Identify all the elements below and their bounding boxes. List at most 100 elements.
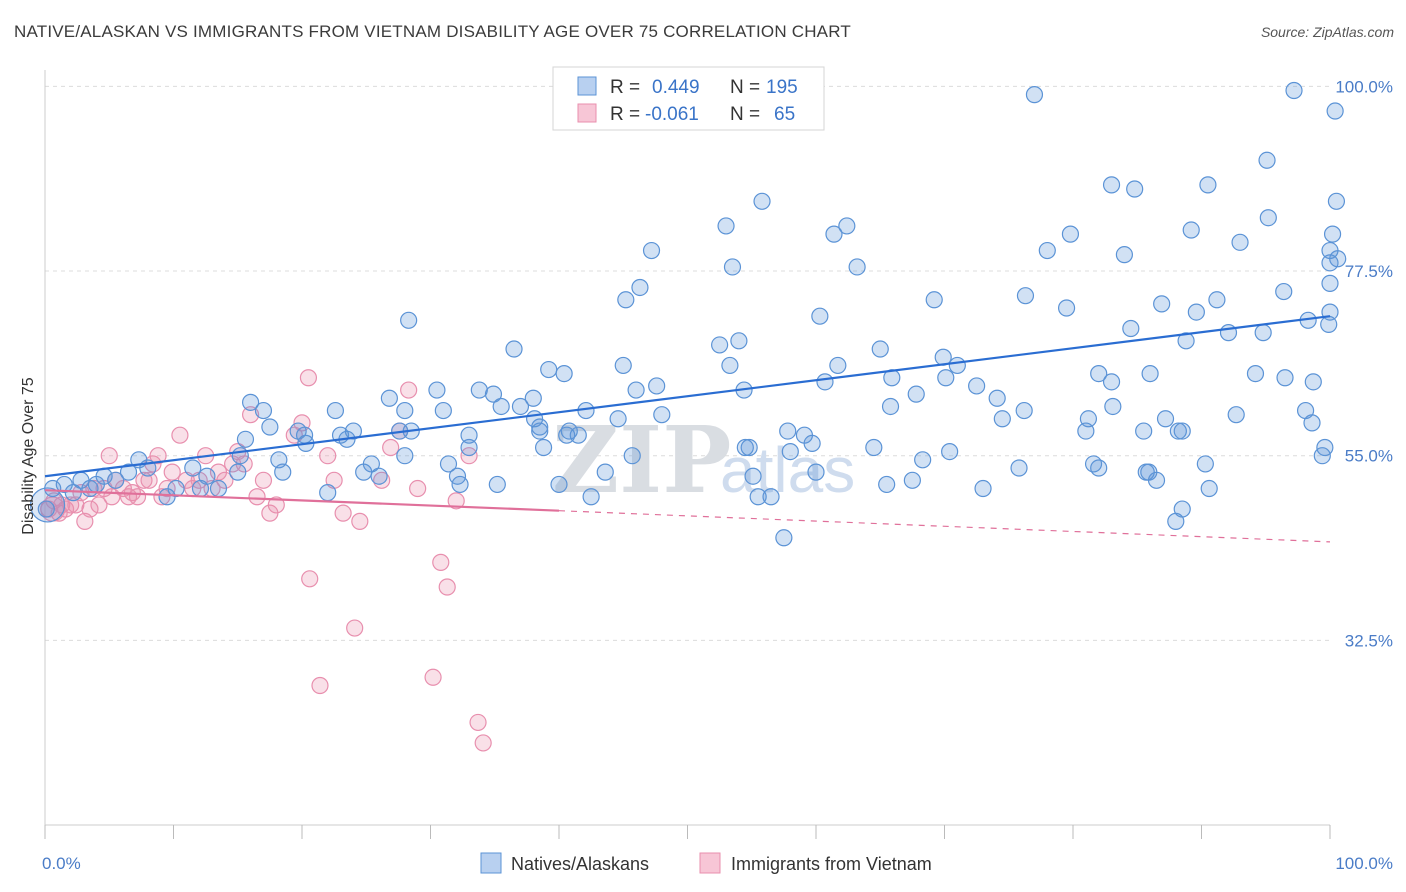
natives-point-125: [1057, 299, 1076, 317]
natives-point-120: [1010, 459, 1028, 477]
natives-point-160: [1254, 324, 1272, 342]
natives-point-76: [648, 377, 666, 395]
vietnam-point-50: [334, 504, 352, 522]
natives-point-41: [400, 311, 418, 329]
natives-point-100: [825, 225, 843, 243]
natives-point-93: [781, 443, 799, 461]
natives-point-75: [642, 241, 661, 260]
natives-point-49: [470, 381, 488, 399]
natives-point-54: [505, 340, 523, 358]
natives-point-104: [871, 340, 889, 358]
natives-point-103: [865, 438, 883, 457]
natives-point-29: [319, 484, 337, 502]
vietnam-point-9: [81, 500, 99, 518]
natives-point-149: [1173, 500, 1191, 518]
natives-point-146: [1169, 422, 1187, 440]
natives-point-177: [1323, 225, 1342, 243]
natives-point-83: [730, 332, 748, 350]
vietnam-point-57: [409, 479, 427, 498]
natives-point-136: [1122, 319, 1140, 338]
natives-point-16: [198, 467, 216, 485]
vietnam-point-11: [90, 496, 108, 514]
natives-point-40: [380, 389, 398, 407]
natives-point-68: [596, 463, 614, 481]
natives-point-91: [775, 529, 793, 547]
vietnam-point-26: [163, 463, 181, 481]
natives-point-22: [254, 401, 273, 420]
bottom-legend-swatch-natives: [480, 852, 502, 874]
natives-point-157: [1227, 406, 1245, 424]
natives-point-163: [1276, 369, 1294, 387]
natives-point-180: [1329, 250, 1347, 268]
vietnam-point-59: [432, 553, 450, 571]
natives-point-150: [1182, 221, 1200, 239]
natives-point-148: [1177, 332, 1195, 350]
natives-point-130: [1090, 459, 1108, 477]
vietnam-point-24: [153, 488, 171, 506]
vietnam-point-52: [351, 512, 369, 530]
natives-point-53: [492, 397, 510, 416]
chart-source: Source: ZipAtlas.com: [1260, 24, 1394, 40]
natives-point-154: [1199, 176, 1217, 194]
vietnam-point-39: [248, 488, 266, 506]
x-tick-label-0: 0.0%: [42, 854, 81, 873]
natives-point-80: [717, 217, 735, 235]
natives-point-87: [753, 192, 771, 210]
vietnam-point-27: [171, 426, 189, 444]
bottom-legend-natives: Natives/Alaskans: [511, 854, 649, 874]
series-natives-alaskans: [29, 81, 1347, 547]
legend-swatch-vietnam: [577, 103, 597, 123]
natives-point-58: [534, 438, 553, 457]
natives-point-98: [816, 373, 834, 391]
grid-lines: [45, 85, 1330, 641]
natives-point-169: [1304, 373, 1322, 391]
natives-point-47: [451, 475, 469, 494]
bottom-legend-vietnam: Immigrants from Vietnam: [731, 854, 932, 874]
trend-line-natives: [44, 315, 1331, 478]
natives-point-59: [531, 418, 549, 436]
natives-point-45: [439, 455, 458, 473]
natives-point-165: [1285, 81, 1303, 100]
natives-point-115: [948, 356, 966, 375]
vietnam-point-54: [382, 438, 400, 457]
trend-lines: [44, 315, 1331, 543]
natives-point-73: [617, 291, 635, 309]
natives-point-96: [807, 463, 825, 481]
natives-point-43: [428, 381, 446, 399]
natives-point-109: [907, 385, 925, 403]
natives-point-178: [1326, 102, 1344, 120]
natives-point-168: [1303, 414, 1321, 432]
natives-point-9: [119, 463, 138, 481]
natives-point-175: [1321, 254, 1339, 272]
natives-point-77: [653, 406, 671, 424]
natives-point-106: [881, 397, 900, 416]
natives-point-102: [848, 258, 866, 276]
natives-point-67: [582, 488, 600, 506]
trend-line-vietnam-extension: [558, 510, 1331, 543]
natives-point-155: [1208, 291, 1226, 309]
natives-point-132: [1102, 373, 1121, 391]
natives-point-174: [1321, 274, 1339, 292]
natives-point-162: [1258, 151, 1276, 169]
natives-point-14: [184, 459, 202, 477]
natives-point-164: [1275, 282, 1293, 301]
natives-point-99: [829, 356, 847, 375]
natives-point-147: [1173, 422, 1191, 440]
natives-point-60: [531, 422, 549, 440]
natives-point-143: [1153, 295, 1171, 313]
natives-point-32: [344, 422, 362, 440]
vietnam-point-13: [100, 447, 118, 465]
natives-point-159: [1246, 365, 1265, 383]
natives-point-124: [1038, 241, 1056, 260]
natives-point-85: [740, 438, 758, 457]
natives-point-131: [1090, 365, 1108, 383]
natives-point-38: [396, 401, 414, 420]
natives-point-25: [274, 463, 292, 481]
natives-point-97: [811, 307, 829, 325]
natives-point-156: [1219, 324, 1238, 342]
natives-point-62: [550, 475, 568, 494]
natives-point-92: [779, 422, 797, 440]
natives-point-161: [1259, 209, 1277, 227]
vietnam-point-56: [400, 381, 418, 399]
